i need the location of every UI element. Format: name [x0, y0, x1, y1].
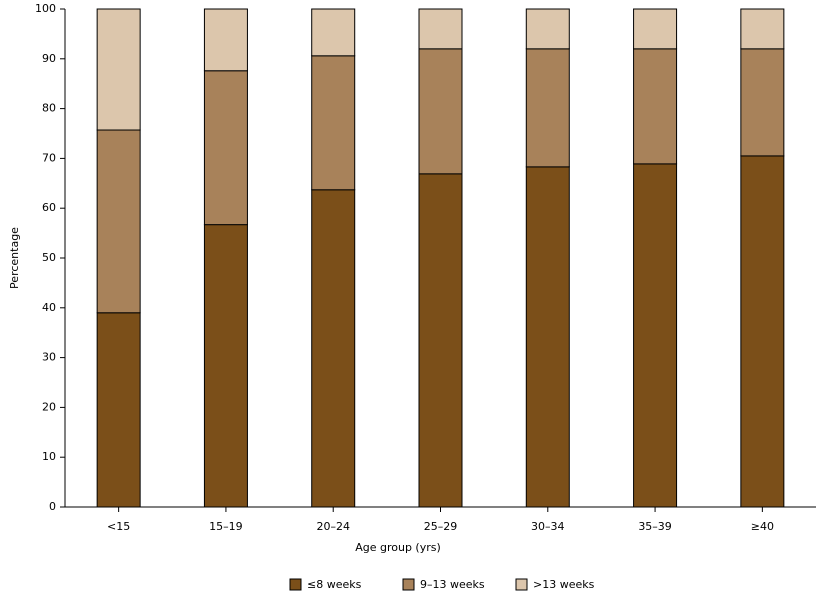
y-tick-label: 40: [42, 301, 56, 314]
bar-segment: [311, 189, 356, 508]
x-tick-label: 35–39: [638, 520, 672, 533]
bar-segment: [311, 8, 356, 57]
y-axis-label: Percentage: [8, 227, 21, 289]
bar-segment: [633, 163, 678, 508]
y-tick-label: 30: [42, 351, 56, 364]
y-tick-label: 10: [42, 450, 56, 463]
bar-segment: [96, 129, 141, 314]
y-tick-label: 100: [35, 2, 56, 15]
bar-segment: [525, 8, 570, 50]
bar-segment: [418, 8, 463, 50]
legend-label: ≤8 weeks: [307, 578, 362, 591]
y-tick-label: 20: [42, 400, 56, 413]
y-tick-label: 70: [42, 151, 56, 164]
y-tick-label: 0: [49, 500, 56, 513]
x-tick-label: 15–19: [209, 520, 243, 533]
bar-segment: [418, 173, 463, 508]
bar-segment: [740, 155, 785, 508]
x-tick-label: ≥40: [751, 520, 774, 533]
bar-segment: [96, 312, 141, 508]
x-tick-label: 20–24: [316, 520, 350, 533]
legend-swatch: [515, 578, 528, 591]
y-tick-label: 80: [42, 102, 56, 115]
bar-segment: [203, 70, 248, 226]
bar-segment: [740, 48, 785, 157]
bar-segment: [311, 55, 356, 191]
bar-segment: [96, 8, 141, 131]
x-tick-label: <15: [107, 520, 130, 533]
legend-swatch: [402, 578, 415, 591]
bar-segment: [418, 48, 463, 175]
y-tick-label: 60: [42, 201, 56, 214]
bar-segment: [740, 8, 785, 50]
legend-swatch: [289, 578, 302, 591]
bar-segment: [633, 48, 678, 165]
x-axis-label: Age group (yrs): [355, 541, 441, 554]
y-tick-label: 50: [42, 251, 56, 264]
y-tick-label: 90: [42, 52, 56, 65]
x-tick-label: 30–34: [531, 520, 565, 533]
x-tick-label: 25–29: [424, 520, 458, 533]
legend-label: 9–13 weeks: [420, 578, 485, 591]
bar-segment: [203, 224, 248, 508]
bar-segment: [525, 48, 570, 168]
bar-segment: [633, 8, 678, 50]
legend-label: >13 weeks: [533, 578, 595, 591]
bar-segment: [525, 166, 570, 508]
bar-segment: [203, 8, 248, 72]
